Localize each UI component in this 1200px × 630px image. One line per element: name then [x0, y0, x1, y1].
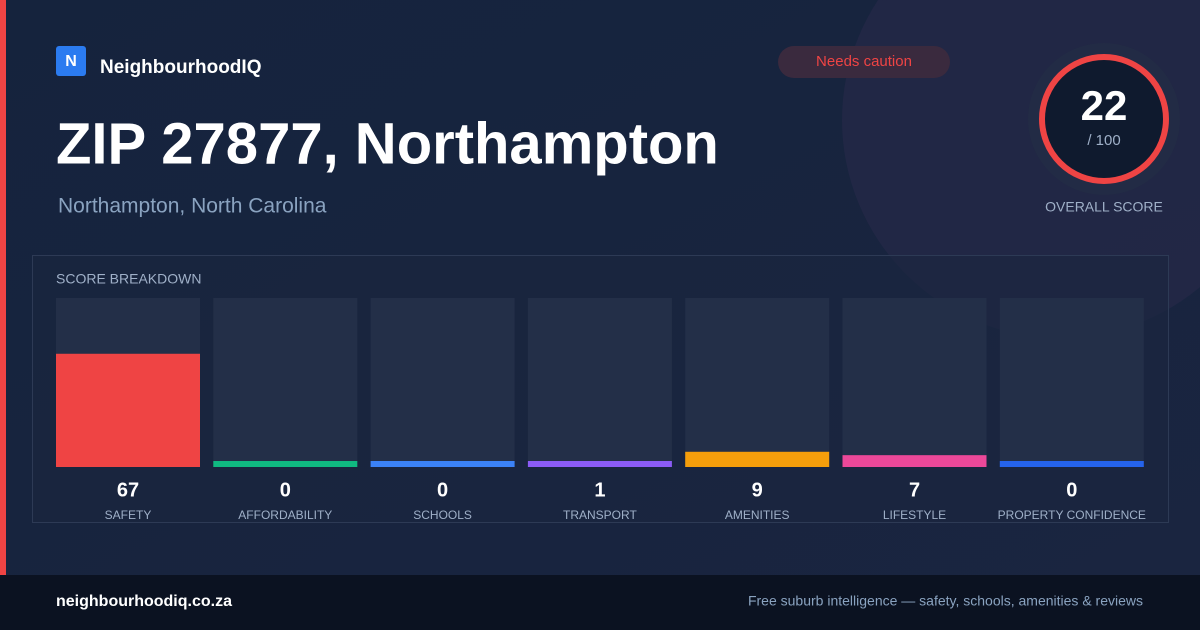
bar — [842, 455, 987, 467]
logo-box — [56, 46, 86, 76]
bar-label: TRANSPORT — [563, 508, 637, 522]
bar-value: 9 — [752, 479, 763, 501]
bar-value: 0 — [437, 479, 448, 501]
bar-label: AMENITIES — [725, 508, 790, 522]
bar — [527, 461, 672, 467]
bar-track — [527, 298, 672, 467]
bar — [370, 461, 515, 467]
bar — [685, 451, 830, 467]
bar-label: LIFESTYLE — [883, 508, 946, 522]
badge: Needs caution — [816, 53, 912, 70]
bar-track — [370, 298, 515, 467]
bar-track — [999, 298, 1144, 467]
overall-label: OVERALL SCORE — [1045, 199, 1163, 215]
bar — [56, 353, 200, 467]
bar-value: 0 — [1066, 479, 1077, 501]
footer — [0, 575, 1200, 630]
subtitle: Northampton, North Carolina — [58, 195, 327, 218]
bar-label: SCHOOLS — [413, 508, 472, 522]
bars: 67 SAFETY 0 AFFORDABILITY 0 SCHOOLS 1 TRANSPORT… — [56, 298, 1146, 522]
title: ZIP 27877, Northampton — [56, 111, 719, 176]
overall-score: 22 — [1081, 82, 1128, 129]
footer-tagline: Free suburb intelligence — safety, schoo… — [748, 593, 1143, 609]
bar — [213, 461, 358, 467]
bar-value: 0 — [280, 479, 291, 501]
overall-max: / 100 — [1087, 132, 1120, 149]
logo: N — [65, 53, 77, 70]
bar-track — [213, 298, 358, 467]
badge-pill — [778, 46, 950, 78]
bar-label: PROPERTY CONFIDENCE — [998, 508, 1146, 522]
bar-value: 67 — [117, 479, 139, 501]
bar-value: 1 — [594, 479, 605, 501]
breakdown-heading: SCORE BREAKDOWN — [56, 271, 201, 287]
bar-track — [685, 298, 830, 467]
bar-track — [842, 298, 987, 467]
footer-site: neighbourhoodiq.co.za — [56, 593, 232, 610]
accent-strip — [0, 0, 6, 575]
bar — [999, 461, 1144, 467]
bar-value: 7 — [909, 479, 920, 501]
bar-label: AFFORDABILITY — [238, 508, 332, 522]
score-ring — [1039, 54, 1169, 184]
brand-name: NeighbourhoodIQ — [100, 57, 261, 78]
bar-label: SAFETY — [105, 508, 152, 522]
